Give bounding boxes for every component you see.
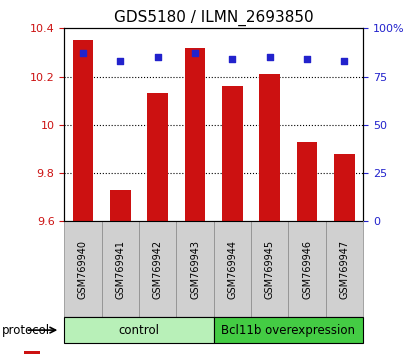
Text: GSM769944: GSM769944 [227,240,237,298]
Title: GDS5180 / ILMN_2693850: GDS5180 / ILMN_2693850 [114,9,314,25]
Bar [326,221,363,317]
Text: protocol: protocol [2,324,50,337]
Bar [288,221,326,317]
Bar [24,350,40,354]
Point [154,55,161,60]
Point [304,56,310,62]
Bar [64,221,102,317]
Text: GSM769945: GSM769945 [265,239,275,299]
Text: Bcl11b overexpression: Bcl11b overexpression [222,324,355,337]
Bar [222,86,243,221]
Bar [334,154,355,221]
Text: GSM769940: GSM769940 [78,240,88,298]
Bar [214,221,251,317]
Bar [297,142,317,221]
Text: control: control [119,324,159,337]
Bar [214,317,363,343]
Bar [139,221,176,317]
Bar [251,221,288,317]
Text: GSM769942: GSM769942 [153,239,163,299]
Bar [185,47,205,221]
Bar [147,93,168,221]
Text: GSM769946: GSM769946 [302,240,312,298]
Point [229,56,236,62]
Text: GSM769943: GSM769943 [190,240,200,298]
Bar [73,40,93,221]
Text: GSM769947: GSM769947 [339,239,349,299]
Bar [176,221,214,317]
Bar [259,74,280,221]
Text: GSM769941: GSM769941 [115,240,125,298]
Point [341,58,348,64]
Bar [102,221,139,317]
Point [192,51,198,56]
Point [117,58,124,64]
Bar [64,317,214,343]
Point [266,55,273,60]
Bar [110,190,131,221]
Point [80,51,86,56]
